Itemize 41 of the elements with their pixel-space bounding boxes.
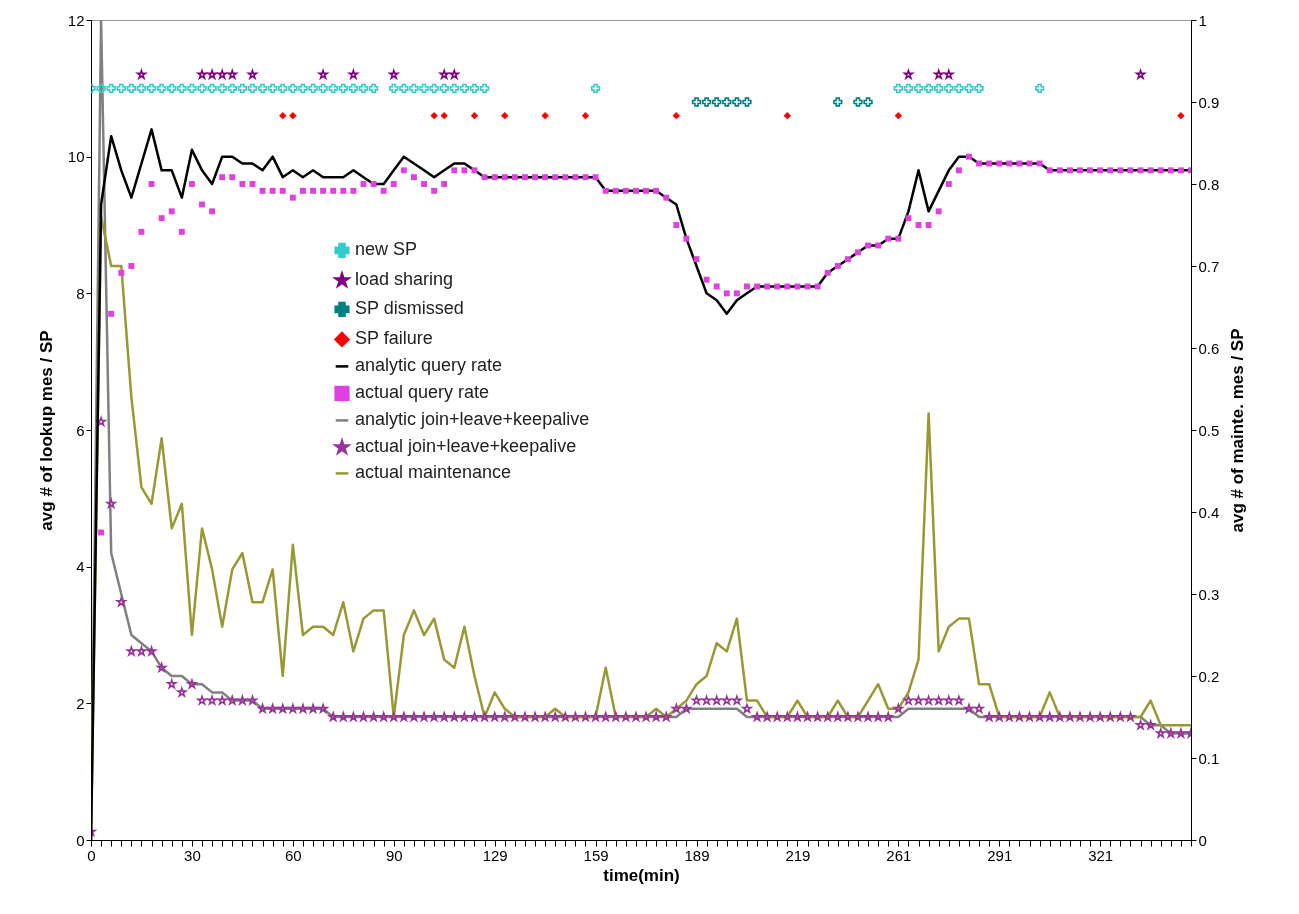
y2-tick-label: 0.9 [1198, 93, 1220, 111]
legend-label: actual query rate [355, 382, 490, 403]
x-tick-label: 291 [987, 846, 1013, 864]
x-tick-label: 159 [583, 846, 609, 864]
legend-label: SP failure [355, 328, 433, 349]
y2-axis-title: avg # of mainte. mes / SP [1228, 328, 1248, 533]
y2-tick-label: 0.5 [1198, 421, 1220, 439]
y2-tick-label: 0.8 [1198, 175, 1220, 193]
y-axis-title: avg # of lookup mes / SP [36, 330, 56, 531]
y-tick-label: 10 [67, 148, 85, 166]
x-tick-label: 90 [385, 846, 403, 864]
x-tick-label: 321 [1088, 846, 1114, 864]
y2-tick-label: 0 [1198, 831, 1207, 849]
legend-label: analytic query rate [355, 355, 503, 376]
legend-label: actual join+leave+keepalive [355, 436, 577, 457]
legend-label: analytic join+leave+keepalive [355, 409, 590, 430]
y-tick-label: 2 [76, 694, 85, 712]
x-tick-label: 129 [482, 846, 508, 864]
legend-label: load sharing [355, 269, 454, 290]
x-tick-label: 30 [184, 846, 201, 864]
legend-label: actual maintenance [355, 462, 512, 483]
y2-tick-label: 1 [1198, 11, 1207, 29]
y2-tick-label: 0.7 [1198, 257, 1220, 275]
x-tick-label: 189 [684, 846, 710, 864]
y-tick-label: 0 [76, 831, 85, 849]
legend-label: SP dismissed [355, 298, 464, 319]
y2-tick-label: 0.2 [1198, 667, 1220, 685]
y-tick-label: 4 [76, 558, 85, 576]
y2-tick-label: 0.3 [1198, 585, 1220, 603]
x-tick-label: 60 [284, 846, 302, 864]
x-axis-title: time(min) [603, 865, 680, 885]
x-tick-label: 261 [886, 846, 912, 864]
y2-tick-label: 0.1 [1198, 749, 1220, 767]
y2-tick-label: 0.4 [1198, 503, 1220, 521]
legend-label: new SP [355, 239, 418, 260]
y-tick-label: 12 [67, 11, 85, 29]
x-tick-label: 0 [87, 846, 96, 864]
x-tick-label: 219 [785, 846, 811, 864]
y-tick-label: 6 [76, 421, 85, 439]
y2-tick-label: 0.6 [1198, 339, 1220, 357]
y-tick-label: 8 [76, 284, 85, 302]
